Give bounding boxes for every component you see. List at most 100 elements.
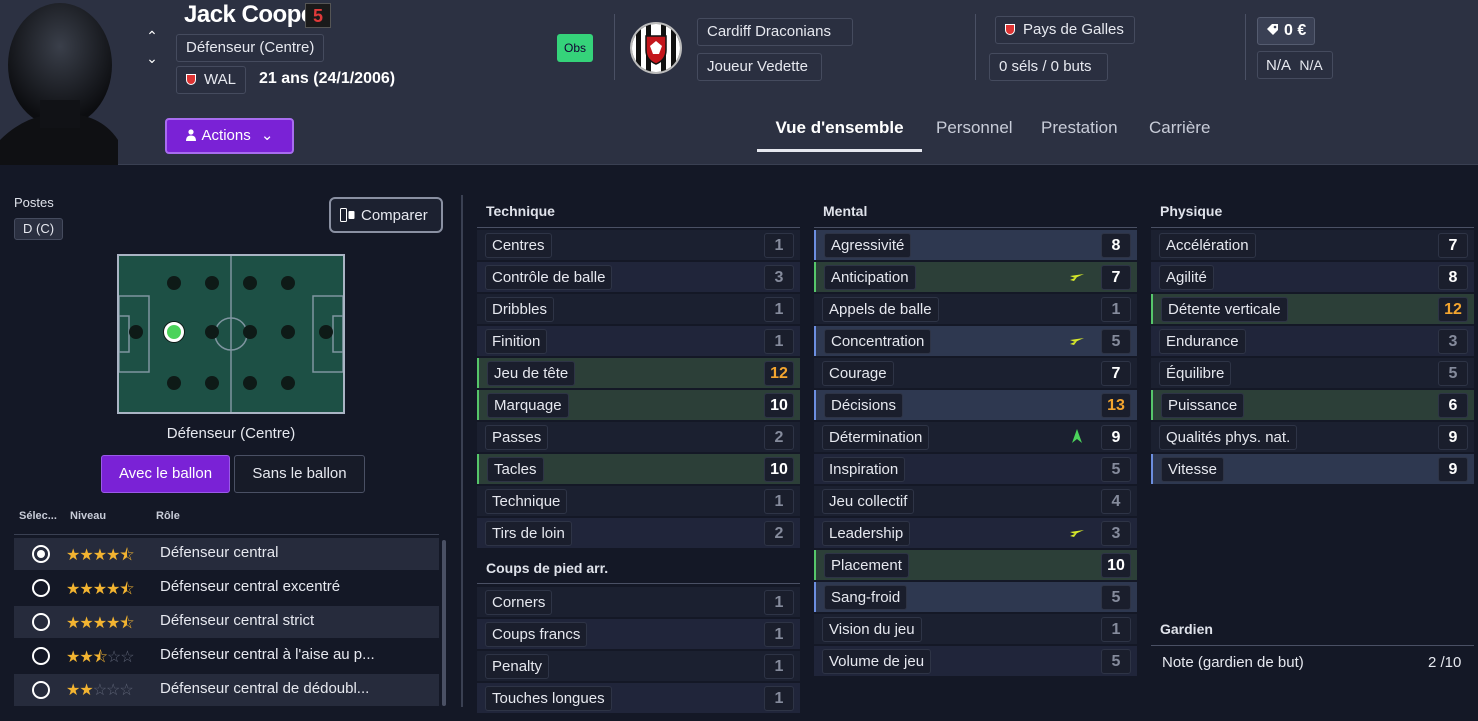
attribute-row[interactable]: Volume de jeu 5 — [814, 646, 1137, 676]
club-crest-icon[interactable] — [630, 22, 682, 74]
attribute-value: 12 — [764, 361, 794, 386]
position-dot[interactable] — [167, 276, 181, 290]
attribute-row[interactable]: Qualités phys. nat. 9 — [1151, 422, 1474, 452]
attribute-row[interactable]: Puissance 6 — [1151, 390, 1474, 420]
col-role[interactable]: Rôle — [156, 510, 180, 522]
role-radio[interactable] — [32, 579, 50, 597]
club-name-chip[interactable]: Cardiff Draconians — [697, 18, 853, 46]
attribute-value: 5 — [1101, 649, 1131, 674]
attribute-row[interactable]: Concentration 5 — [814, 326, 1137, 356]
actions-button[interactable]: Actions ⌄ — [165, 118, 294, 154]
role-list-scrollbar[interactable] — [442, 540, 446, 706]
attribute-row[interactable]: Passes 2 — [477, 422, 800, 452]
position-dot[interactable] — [243, 376, 257, 390]
col-level[interactable]: Niveau — [70, 510, 107, 522]
attribute-row[interactable]: Touches longues 1 — [477, 683, 800, 713]
position-dot[interactable] — [205, 276, 219, 290]
attribute-row[interactable]: Placement 10 — [814, 550, 1137, 580]
attribute-value: 8 — [1438, 265, 1468, 290]
selected-position-dot[interactable] — [164, 322, 184, 342]
position-dot[interactable] — [167, 376, 181, 390]
attribute-row[interactable]: Détermination 9 — [814, 422, 1137, 452]
tab-career[interactable]: Carrière — [1149, 118, 1211, 137]
role-row[interactable]: ★★☆☆☆ Défenseur central de dédoubl... — [14, 674, 439, 706]
attribute-label: Décisions — [824, 393, 904, 418]
attribute-value: 7 — [1438, 233, 1468, 258]
attribute-value: 13 — [1101, 393, 1131, 418]
attribute-label: Finition — [485, 329, 548, 354]
role-row[interactable]: ★★★★⯪ Défenseur central — [14, 538, 439, 570]
tab-performance[interactable]: Prestation — [1041, 118, 1118, 137]
position-dot[interactable] — [281, 325, 295, 339]
tab-overview[interactable]: Vue d'ensemble — [757, 118, 922, 152]
obs-button[interactable]: Obs — [557, 34, 593, 62]
attribute-row[interactable]: Marquage 10 — [477, 390, 800, 420]
col-select[interactable]: Sélec... — [19, 510, 57, 522]
attribute-row[interactable]: Jeu collectif 4 — [814, 486, 1137, 516]
attribute-row[interactable]: Corners 1 — [477, 587, 800, 617]
attribute-row[interactable]: Leadership 3 — [814, 518, 1137, 548]
attribute-row[interactable]: Endurance 3 — [1151, 326, 1474, 356]
attribute-label: Tacles — [487, 457, 544, 482]
na-value-1: N/A — [1266, 57, 1292, 74]
attribute-row[interactable]: Dribbles 1 — [477, 294, 800, 324]
position-pitch[interactable] — [117, 254, 345, 414]
role-radio[interactable] — [32, 681, 50, 699]
position-dot[interactable] — [205, 376, 219, 390]
star-icon: ★ — [66, 615, 80, 632]
attribute-value: 10 — [764, 457, 794, 482]
shirt-number: 5 — [305, 3, 331, 28]
role-row[interactable]: ★★★★⯪ Défenseur central excentré — [14, 572, 439, 604]
attribute-row[interactable]: Appels de balle 1 — [814, 294, 1137, 324]
attribute-row[interactable]: Penalty 1 — [477, 651, 800, 681]
compare-button[interactable]: Comparer — [329, 197, 443, 233]
attribute-value: 1 — [764, 297, 794, 322]
position-dot[interactable] — [243, 276, 257, 290]
next-player-button[interactable]: ⌄ — [146, 50, 158, 66]
attribute-value: 4 — [1101, 489, 1131, 514]
attribute-row[interactable]: Technique 1 — [477, 486, 800, 516]
attribute-row[interactable]: Centres 1 — [477, 230, 800, 260]
with-ball-button[interactable]: Avec le ballon — [101, 455, 230, 493]
attribute-row[interactable]: Décisions 13 — [814, 390, 1137, 420]
attribute-row[interactable]: Accélération 7 — [1151, 230, 1474, 260]
position-label: Défenseur (Centre) — [186, 39, 315, 56]
attribute-row[interactable]: Vision du jeu 1 — [814, 614, 1137, 644]
attribute-row[interactable]: Tacles 10 — [477, 454, 800, 484]
attribute-row[interactable]: Équilibre 5 — [1151, 358, 1474, 388]
position-dot[interactable] — [129, 325, 143, 339]
attribute-row[interactable]: Courage 7 — [814, 358, 1137, 388]
attribute-row[interactable]: Agilité 8 — [1151, 262, 1474, 292]
country-chip[interactable]: Pays de Galles — [995, 16, 1135, 44]
attribute-row[interactable]: Inspiration 5 — [814, 454, 1137, 484]
attribute-label: Leadership — [822, 521, 911, 546]
attribute-row[interactable]: Anticipation 7 — [814, 262, 1137, 292]
position-dot[interactable] — [281, 276, 295, 290]
attribute-row[interactable]: Détente verticale 12 — [1151, 294, 1474, 324]
previous-player-button[interactable]: ⌃ — [146, 28, 158, 44]
position-dot[interactable] — [205, 325, 219, 339]
attribute-row[interactable]: Vitesse 9 — [1151, 454, 1474, 484]
attribute-label: Équilibre — [1159, 361, 1232, 386]
position-dot[interactable] — [281, 376, 295, 390]
role-radio[interactable] — [32, 545, 50, 563]
attribute-row[interactable]: Sang-froid 5 — [814, 582, 1137, 612]
attribute-label: Qualités phys. nat. — [1159, 425, 1298, 450]
role-row[interactable]: ★★★★⯪ Défenseur central strict — [14, 606, 439, 638]
role-row[interactable]: ★★⯪☆☆ Défenseur central à l'aise au p... — [14, 640, 439, 672]
attribute-row[interactable]: Jeu de tête 12 — [477, 358, 800, 388]
attribute-value: 12 — [1438, 297, 1468, 322]
attribute-row[interactable]: Contrôle de balle 3 — [477, 262, 800, 292]
attribute-row[interactable]: Tirs de loin 2 — [477, 518, 800, 548]
position-dot[interactable] — [243, 325, 257, 339]
role-radio[interactable] — [32, 647, 50, 665]
tab-personal[interactable]: Personnel — [936, 118, 1013, 137]
attribute-row[interactable]: Coups francs 1 — [477, 619, 800, 649]
nation-chip[interactable]: WAL — [176, 66, 246, 94]
role-radio[interactable] — [32, 613, 50, 631]
attribute-row[interactable]: Agressivité 8 — [814, 230, 1137, 260]
without-ball-button[interactable]: Sans le ballon — [234, 455, 365, 493]
attribute-row[interactable]: Finition 1 — [477, 326, 800, 356]
position-dot[interactable] — [319, 325, 333, 339]
